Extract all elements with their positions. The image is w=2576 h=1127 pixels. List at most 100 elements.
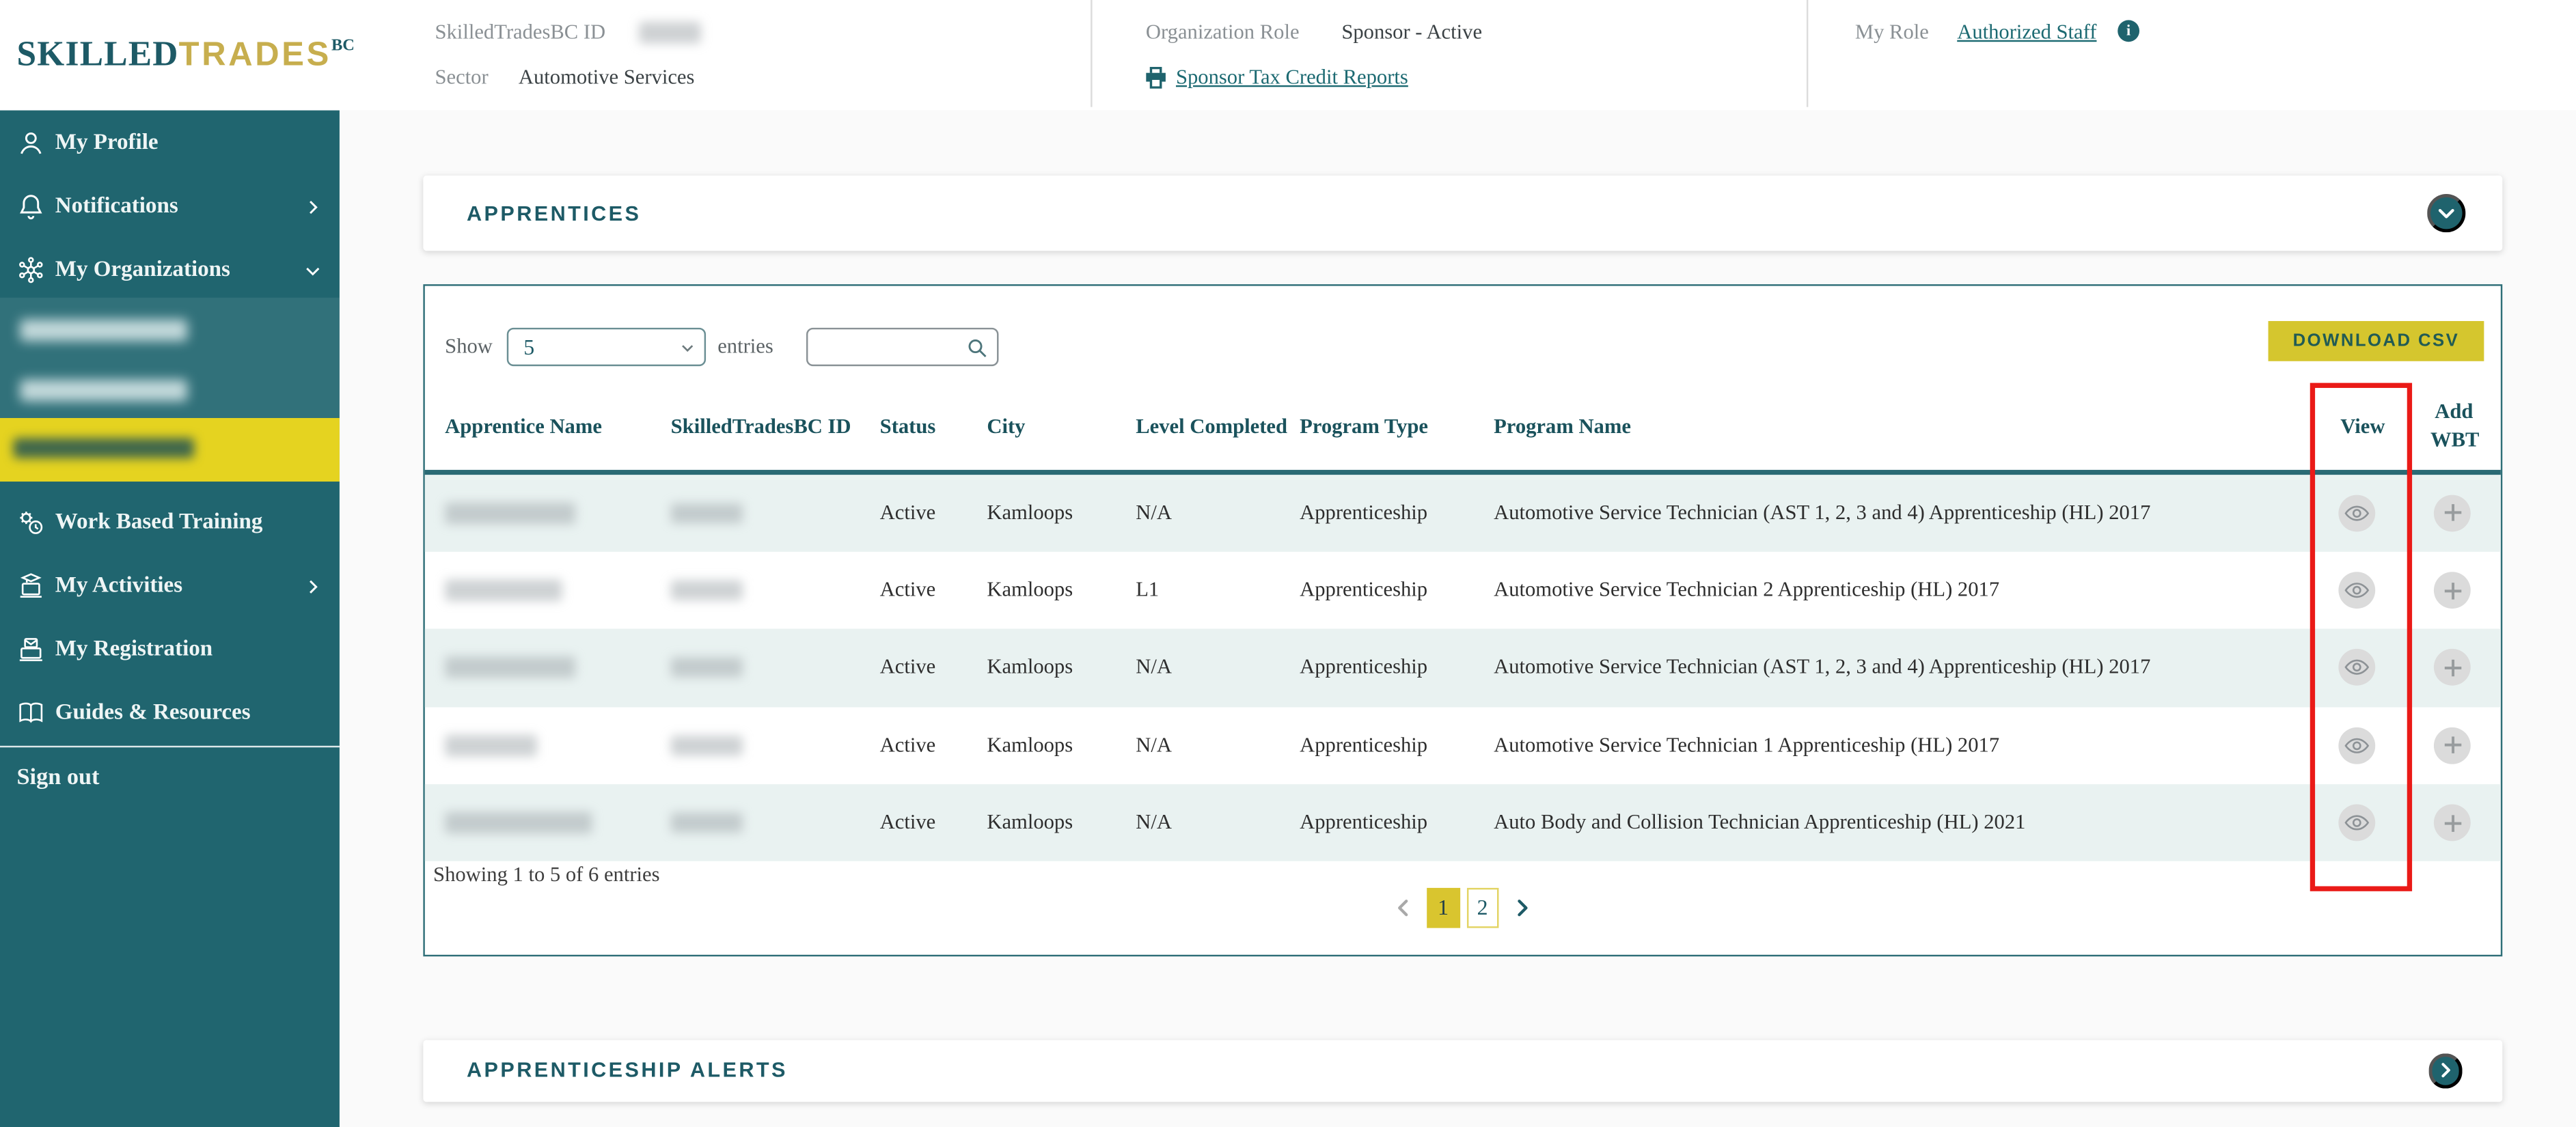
expand-alerts-button[interactable]	[2428, 1053, 2462, 1087]
table-body: Active Kamloops N/A Apprenticeship Autom…	[425, 474, 2501, 862]
download-csv-button[interactable]: DOWNLOAD CSV	[2269, 321, 2484, 361]
page-button-1[interactable]: 1	[1427, 889, 1460, 928]
plus-icon	[2439, 656, 2465, 681]
show-label: Show	[445, 335, 493, 360]
apprentices-section-title: APPRENTICES	[467, 201, 641, 225]
add-wbt-button[interactable]	[2434, 727, 2471, 764]
sidebar-item-notifications[interactable]: Notifications	[0, 174, 340, 238]
program-type-cell: Apprenticeship	[1300, 500, 1427, 525]
apprenticeship-alerts-section-bar: APPRENTICESHIP ALERTS	[423, 1040, 2502, 1101]
apprentice-name-redacted	[445, 657, 575, 679]
eye-icon	[2342, 499, 2369, 526]
program-type-cell: Apprenticeship	[1300, 733, 1427, 758]
status-cell: Active	[880, 500, 936, 525]
search-input[interactable]	[818, 331, 968, 366]
my-role-label: My Role	[1855, 20, 1929, 45]
view-apprentice-button[interactable]	[2338, 805, 2374, 841]
program-name-cell: Automotive Service Technician 2 Apprenti…	[1494, 578, 1999, 603]
add-wbt-button[interactable]	[2434, 495, 2471, 531]
plus-icon	[2439, 500, 2465, 525]
table-row: Active Kamloops N/A Apprenticeship Autom…	[425, 474, 2501, 552]
view-apprentice-button[interactable]	[2338, 727, 2374, 764]
table-row: Active Kamloops N/A Apprenticeship Autom…	[425, 707, 2501, 785]
status-cell: Active	[880, 656, 936, 681]
sidebar-item-label: Sign out	[16, 766, 99, 792]
sidebar-item-my-organizations[interactable]: My Organizations	[0, 238, 340, 301]
logo-trades: TRADES	[179, 37, 331, 74]
sidebar-item-my-registration[interactable]: My Registration	[0, 617, 340, 680]
program-name-cell: Automotive Service Technician (AST 1, 2,…	[1494, 656, 2150, 681]
org-id-label: SkilledTradesBC ID	[435, 20, 605, 45]
table-row: Active Kamloops N/A Apprenticeship Autom…	[425, 629, 2501, 707]
city-cell: Kamloops	[987, 500, 1073, 525]
select-chevron-icon	[679, 339, 696, 356]
submenu-org-item-selected[interactable]	[0, 418, 340, 482]
sidebar-nav: My Profile Notifications My Organization…	[0, 111, 340, 1127]
sidebar-item-guides-resources[interactable]: Guides & Resources	[0, 680, 340, 744]
program-type-cell: Apprenticeship	[1300, 811, 1427, 836]
view-apprentice-button[interactable]	[2338, 572, 2374, 609]
entries-label: entries	[717, 335, 773, 360]
level-cell: L1	[1136, 578, 1159, 603]
level-cell: N/A	[1136, 733, 1172, 758]
status-cell: Active	[880, 578, 936, 603]
add-wbt-button[interactable]	[2434, 805, 2471, 841]
previous-page-chevron-icon[interactable]	[1392, 896, 1415, 919]
apprentice-name-redacted	[445, 579, 562, 601]
table-row: Active Kamloops L1 Apprenticeship Automo…	[425, 552, 2501, 630]
apprentice-name-redacted	[445, 812, 592, 834]
bell-icon	[16, 191, 45, 220]
chevron-right-icon	[303, 575, 323, 595]
view-apprentice-button[interactable]	[2338, 650, 2374, 686]
program-name-cell: Automotive Service Technician 1 Apprenti…	[1494, 733, 1999, 758]
entries-summary: Showing 1 to 5 of 6 entries	[433, 863, 660, 888]
apprentice-id-redacted	[671, 658, 743, 678]
chevron-down-icon	[2435, 202, 2457, 224]
program-name-cell: Automotive Service Technician (AST 1, 2,…	[1494, 500, 2150, 525]
column-header-wbt: WBT	[2430, 428, 2478, 454]
sidebar-item-my-profile[interactable]: My Profile	[0, 111, 340, 174]
column-header-program-name: Program Name	[1494, 415, 1631, 440]
collapse-apprentices-button[interactable]	[2427, 194, 2465, 232]
status-cell: Active	[880, 733, 936, 758]
apprentice-id-redacted	[671, 736, 743, 755]
eye-icon	[2342, 732, 2369, 759]
level-cell: N/A	[1136, 656, 1172, 681]
sidebar-item-sign-out[interactable]: Sign out	[0, 747, 340, 811]
apprentices-table-card: Show 5 entries DOWNLOAD CSV Apprentice N…	[423, 284, 2502, 956]
sector-value: Automotive Services	[519, 65, 695, 90]
laptop-graduation-icon	[16, 571, 45, 600]
organization-network-icon	[16, 255, 45, 283]
my-role-value-link[interactable]: Authorized Staff	[1957, 20, 2096, 45]
alerts-section-title: APPRENTICESHIP ALERTS	[467, 1059, 788, 1082]
status-cell: Active	[880, 811, 936, 836]
laptop-mail-icon	[16, 635, 45, 663]
apprentice-name-redacted	[445, 502, 575, 524]
skilledtradesbc-logo: SKILLEDTRADESBC	[16, 33, 355, 75]
sidebar-item-label: My Registration	[55, 635, 213, 662]
next-page-chevron-icon[interactable]	[1511, 896, 1534, 919]
add-wbt-button[interactable]	[2434, 572, 2471, 609]
sidebar-item-work-based-training[interactable]: Work Based Training	[0, 490, 340, 553]
info-icon[interactable]: i	[2118, 20, 2139, 42]
eye-icon	[2342, 654, 2369, 681]
column-header-program-type: Program Type	[1300, 415, 1428, 440]
chevron-down-icon	[303, 259, 323, 279]
program-name-cell: Auto Body and Collision Technician Appre…	[1494, 811, 2025, 836]
sidebar-item-my-activities[interactable]: My Activities	[0, 553, 340, 617]
page-button-2[interactable]: 2	[1466, 889, 1499, 928]
gears-clock-icon	[16, 507, 45, 536]
add-wbt-button[interactable]	[2434, 650, 2471, 686]
column-header-view: View	[2337, 415, 2389, 440]
sidebar-item-label: Notifications	[55, 193, 178, 219]
logo-bc: BC	[331, 37, 355, 55]
view-apprentice-button[interactable]	[2338, 495, 2374, 531]
sponsor-tax-credit-reports-link[interactable]: Sponsor Tax Credit Reports	[1176, 65, 1408, 90]
person-icon	[16, 128, 45, 156]
org-role-label: Organization Role	[1146, 20, 1300, 45]
page-size-select[interactable]: 5	[507, 328, 706, 366]
apprentice-id-redacted	[671, 503, 743, 523]
open-book-icon	[16, 698, 45, 727]
submenu-org-item-redacted[interactable]	[20, 380, 187, 402]
submenu-org-item-redacted[interactable]	[20, 320, 187, 342]
